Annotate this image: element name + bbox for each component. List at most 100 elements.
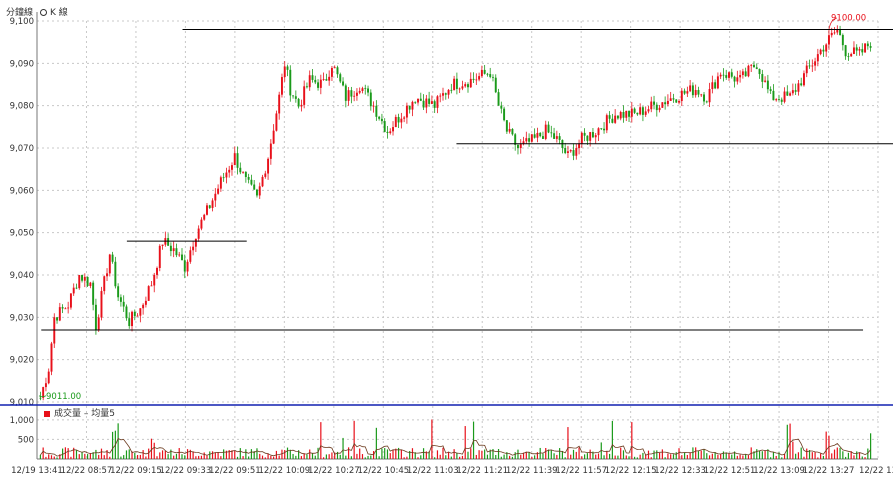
- candle-body: [417, 98, 419, 103]
- volume-bar: [700, 450, 702, 459]
- volume-bar: [378, 456, 380, 459]
- candle-body: [786, 91, 789, 96]
- candle-body: [122, 301, 125, 307]
- volume-bar: [248, 456, 250, 459]
- volume-bar: [406, 456, 408, 459]
- candle-body: [714, 82, 717, 89]
- volume-bar: [361, 454, 364, 459]
- candle-body: [619, 111, 622, 119]
- tab-minute-chart[interactable]: 分鐘線: [6, 5, 33, 18]
- volume-bar: [636, 457, 638, 459]
- candle-body: [103, 276, 106, 292]
- candle-body: [772, 90, 775, 101]
- volume-bar: [789, 423, 791, 459]
- volume-bar: [300, 456, 302, 459]
- candle-body: [108, 254, 111, 274]
- price-tick-label: 9,040: [10, 271, 34, 281]
- volume-bar: [434, 457, 436, 459]
- candle-body: [519, 143, 522, 149]
- volume-bar: [792, 441, 794, 459]
- volume-bar: [411, 448, 414, 459]
- candle-body: [583, 132, 586, 136]
- candle-body: [289, 69, 292, 96]
- volume-bar: [311, 453, 314, 459]
- candle-body: [403, 117, 406, 119]
- volume-bar: [231, 450, 233, 459]
- volume-bar: [595, 454, 597, 459]
- volume-bar: [633, 456, 636, 459]
- candle-body: [847, 56, 850, 58]
- volume-bar: [495, 455, 497, 459]
- volume-bar: [683, 452, 686, 459]
- volume-bar: [142, 450, 144, 459]
- candle-body: [272, 130, 275, 144]
- volume-bar: [559, 448, 561, 459]
- low-annotation-leader: [38, 395, 47, 398]
- volume-bar: [550, 450, 552, 459]
- volume-bar: [800, 447, 802, 459]
- candle-body: [228, 169, 231, 173]
- price-tick-label: 9,030: [10, 313, 34, 323]
- candle-body: [741, 71, 744, 76]
- volume-bar: [209, 451, 211, 459]
- candle-body: [852, 47, 855, 54]
- volume-bar: [492, 448, 494, 459]
- x-tick-label: 12/22 10:45: [357, 466, 409, 476]
- candle-body: [342, 81, 345, 86]
- volume-bar: [256, 448, 258, 459]
- candle-body: [44, 383, 47, 388]
- candle-body: [267, 158, 270, 174]
- volume-bar: [531, 456, 533, 459]
- candle-body: [739, 75, 742, 78]
- candle-body: [222, 177, 225, 179]
- candle-body: [231, 165, 233, 170]
- volume-bar: [431, 419, 433, 459]
- candle-body: [497, 92, 500, 106]
- volume-bar: [442, 447, 444, 459]
- volume-bar: [278, 455, 280, 459]
- candle-body: [475, 79, 478, 81]
- volume-bar: [123, 455, 125, 459]
- volume-bar: [584, 454, 586, 459]
- candle-body: [253, 184, 256, 190]
- volume-bar: [761, 451, 763, 459]
- volume-bar: [397, 447, 400, 459]
- volume-bar: [717, 454, 719, 459]
- volume-bar: [747, 455, 750, 459]
- volume-bar: [392, 449, 394, 459]
- volume-bar: [39, 454, 41, 459]
- candle-body: [200, 219, 203, 229]
- candle-body: [555, 136, 558, 139]
- candle-body: [819, 49, 822, 55]
- candle-body: [744, 71, 747, 77]
- volume-bar: [375, 427, 377, 459]
- volume-bar: [384, 448, 386, 459]
- volume-bar: [184, 455, 186, 459]
- volume-bar: [347, 447, 350, 459]
- candle-body: [505, 120, 508, 132]
- volume-bar: [622, 450, 625, 459]
- volume-bar: [520, 454, 522, 459]
- candle-body: [81, 275, 84, 281]
- candle-body: [533, 134, 536, 138]
- volume-bar: [339, 454, 341, 459]
- candle-body: [636, 112, 639, 115]
- x-tick-label: 12/22 13:09: [753, 466, 805, 476]
- price-tick-label: 9,050: [10, 229, 34, 239]
- candle-body: [308, 75, 311, 88]
- volume-bar: [203, 452, 205, 459]
- volume-bar: [350, 456, 352, 459]
- volume-bar: [564, 457, 566, 459]
- volume-bar: [103, 455, 105, 459]
- volume-bar: [70, 456, 72, 459]
- volume-bar: [670, 454, 672, 459]
- candle-body: [586, 135, 589, 141]
- volume-bar: [764, 450, 766, 459]
- candle-body: [69, 293, 72, 308]
- volume-bar: [211, 451, 214, 459]
- tab-k-chart[interactable]: K 線: [40, 5, 68, 18]
- volume-bar: [545, 448, 547, 459]
- volume-bar: [453, 449, 455, 459]
- candle-body: [311, 75, 314, 80]
